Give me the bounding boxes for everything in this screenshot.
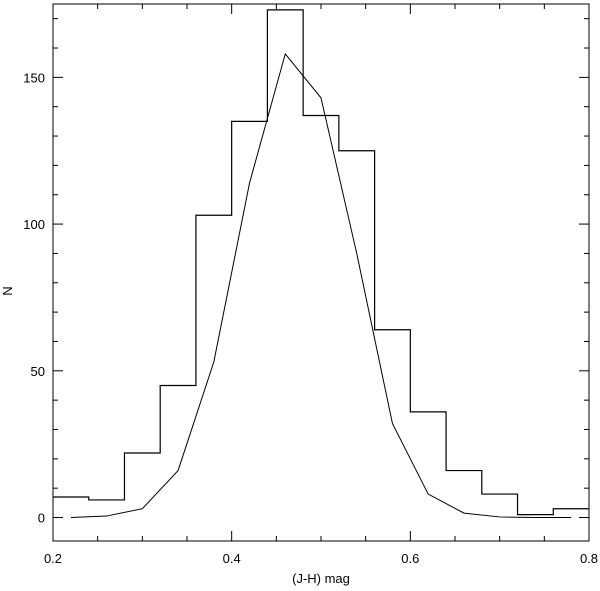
x-tick-label: 0.8 bbox=[580, 551, 598, 566]
y-tick-label: 150 bbox=[23, 70, 45, 85]
plot-area: 0.2 0.4 0.6 0.8 0 50 100 150 bbox=[23, 3, 598, 566]
plot-frame bbox=[52, 3, 590, 542]
y-axis-label: N bbox=[0, 286, 15, 295]
x-axis-label: (J-H) mag bbox=[292, 571, 350, 586]
y-tick-label: 0 bbox=[38, 511, 45, 526]
y-tick-label: 50 bbox=[31, 364, 45, 379]
x-tick-label: 0.6 bbox=[401, 551, 419, 566]
x-tick-label: 0.4 bbox=[223, 551, 241, 566]
fit-curve-series bbox=[70, 52, 572, 519]
x-tick-label: 0.2 bbox=[44, 551, 62, 566]
histogram-series bbox=[53, 9, 589, 516]
y-tick-label: 100 bbox=[23, 217, 45, 232]
